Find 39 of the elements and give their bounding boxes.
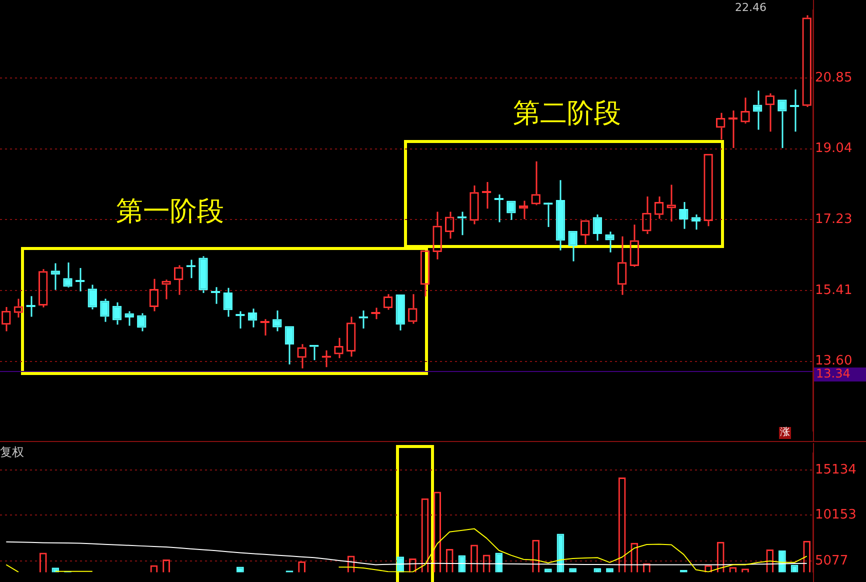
- ref-line-label: 13.34: [816, 366, 850, 381]
- candlestick: [223, 287, 233, 318]
- candlestick: [605, 230, 614, 254]
- candlestick: [284, 326, 294, 366]
- candlestick: [752, 90, 762, 130]
- candlestick: [63, 262, 72, 288]
- candlestick: [260, 318, 270, 336]
- candlestick: [75, 267, 85, 292]
- annotation: 涨: [779, 427, 791, 439]
- candlestick: [100, 298, 110, 323]
- candlestick: [371, 307, 380, 320]
- y-tick-label: 5077: [815, 553, 848, 568]
- annotation: 复权: [0, 445, 24, 459]
- candlestick: [790, 88, 800, 132]
- annotation: 第一阶段: [116, 196, 224, 227]
- annotation: 第二阶段: [513, 98, 621, 129]
- y-tick-label: 15134: [815, 462, 856, 478]
- candlestick: [396, 294, 405, 332]
- annotation: 22.46: [735, 1, 766, 14]
- candlestick: [236, 310, 245, 330]
- candlestick: [691, 214, 701, 230]
- candlestick: [518, 200, 528, 220]
- y-tick-label: 20.85: [815, 70, 852, 86]
- candlestick: [494, 194, 504, 224]
- candlestick: [248, 308, 258, 328]
- candlestick: [50, 262, 60, 291]
- y-tick-label: 13.60: [815, 354, 852, 369]
- candlestick: [26, 295, 36, 318]
- candlestick: [482, 181, 492, 210]
- candlestick: [556, 179, 566, 252]
- y-tick-label: 19.04: [815, 141, 852, 156]
- candlestick: [88, 284, 98, 310]
- y-tick-label: 17.23: [815, 212, 852, 227]
- candlestick: [728, 110, 738, 149]
- y-tick-label: 15.41: [815, 282, 852, 298]
- candlestick: [198, 255, 208, 294]
- candlestick: [592, 214, 602, 242]
- y-tick-label: 10153: [815, 508, 856, 523]
- candlestick: [210, 286, 220, 305]
